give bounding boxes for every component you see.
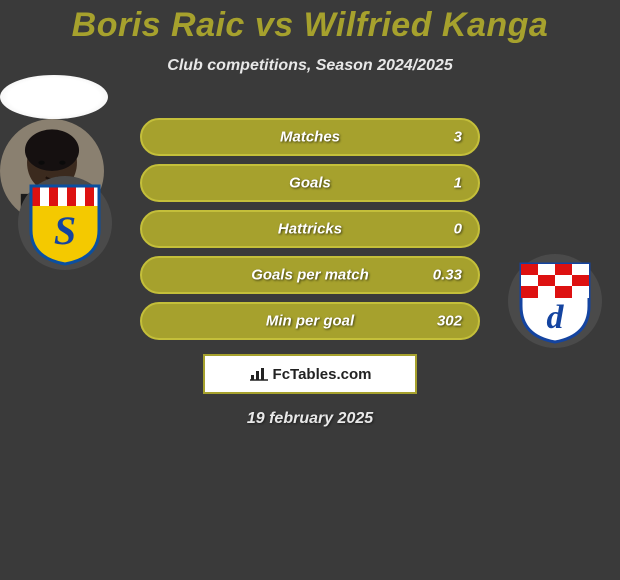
stat-bar: Goals 1 — [140, 164, 480, 202]
stat-value-right: 1 — [454, 175, 462, 192]
stat-label: Matches — [280, 129, 340, 146]
subtitle: Club competitions, Season 2024/2025 — [0, 57, 620, 75]
site-logo: FcTables.com — [203, 354, 417, 394]
stat-label: Goals — [289, 175, 331, 192]
stat-bar: Min per goal 302 — [140, 302, 480, 340]
club2-logo: d — [508, 254, 602, 348]
stat-bar: Matches 3 — [140, 118, 480, 156]
player2-name: Wilfried Kanga — [304, 6, 549, 44]
club1-logo: S — [18, 176, 112, 270]
player1-name: Boris Raic — [72, 6, 245, 44]
vs-separator: vs — [255, 6, 294, 44]
stat-bars: Matches 3 Goals 1 Hattricks 0 Goals per … — [140, 118, 480, 348]
stat-label: Min per goal — [266, 313, 354, 330]
svg-text:S: S — [54, 208, 76, 253]
stat-label: Hattricks — [278, 221, 342, 238]
stat-value-right: 302 — [437, 313, 462, 330]
chart-icon — [249, 366, 269, 382]
stat-value-right: 0 — [454, 221, 462, 238]
stat-bar: Goals per match 0.33 — [140, 256, 480, 294]
svg-text:d: d — [547, 299, 565, 336]
stat-label: Goals per match — [251, 267, 369, 284]
page-title: Boris Raic vs Wilfried Kanga — [0, 0, 620, 45]
player1-photo — [0, 75, 108, 119]
stat-value-right: 3 — [454, 129, 462, 146]
stat-bar: Hattricks 0 — [140, 210, 480, 248]
site-logo-text: FcTables.com — [273, 366, 372, 383]
stat-value-right: 0.33 — [433, 267, 462, 284]
date-text: 19 february 2025 — [247, 410, 373, 428]
